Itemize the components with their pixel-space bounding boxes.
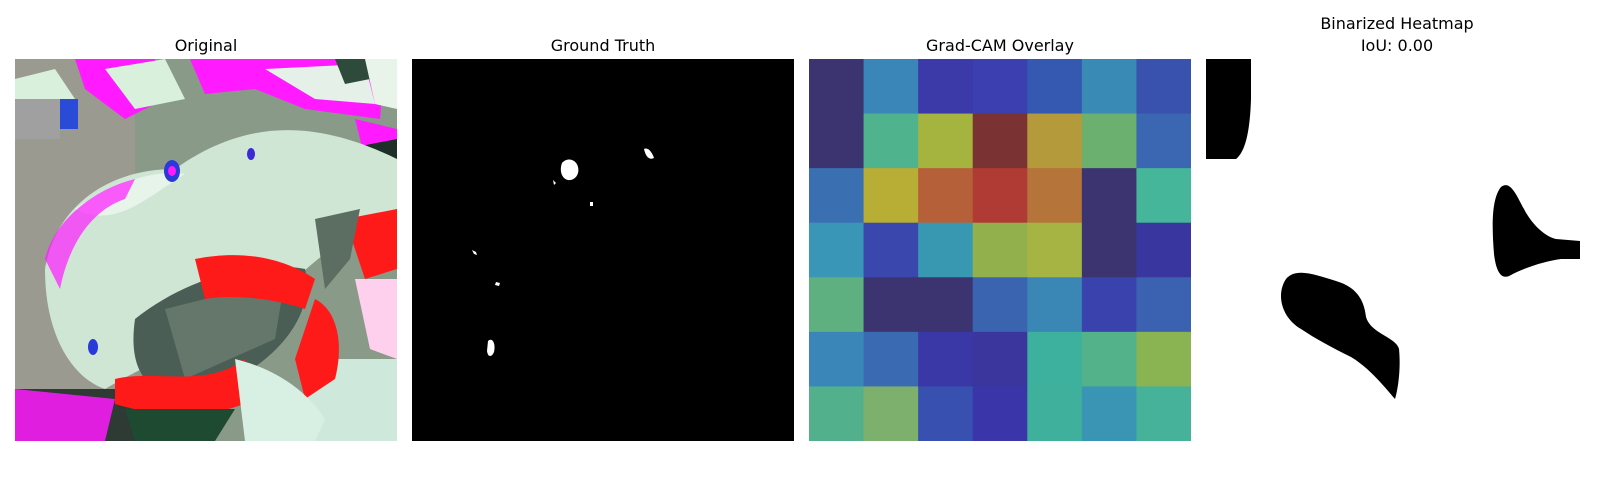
gradcam-cell — [972, 113, 1028, 169]
gt-blob — [472, 250, 477, 255]
gradcam-cell — [809, 386, 865, 441]
gradcam-cell — [809, 168, 865, 224]
gradcam-cell — [809, 222, 865, 278]
panel-binarized: Binarized Heatmap IoU: 0.00 — [1206, 0, 1588, 500]
gradcam-cell — [1027, 277, 1083, 333]
bin-region — [1492, 185, 1580, 277]
gradcam-cell — [918, 277, 974, 333]
original-title: Original — [174, 36, 238, 55]
gradcam-cell — [1081, 222, 1137, 278]
binarized-mask — [1206, 59, 1588, 441]
gradcam-cell — [972, 168, 1028, 224]
gt-blob — [495, 282, 500, 286]
gradcam-cell — [863, 59, 919, 115]
gradcam-cell — [1081, 59, 1137, 115]
ground-truth-title: Ground Truth — [550, 36, 656, 55]
bin-region — [1206, 59, 1251, 159]
gradcam-cell — [863, 222, 919, 278]
gradcam-cell — [918, 331, 974, 387]
ground-truth-svg — [412, 59, 794, 441]
gradcam-cell — [918, 386, 974, 441]
panel-gradcam: Grad-CAM Overlay — [809, 0, 1191, 500]
gradcam-cell — [863, 168, 919, 224]
gradcam-cell — [972, 331, 1028, 387]
gradcam-cell — [863, 113, 919, 169]
gradcam-cell — [863, 331, 919, 387]
gradcam-cell — [809, 331, 865, 387]
gradcam-cell — [1081, 331, 1137, 387]
gradcam-cell — [1136, 331, 1191, 387]
gradcam-cell — [1027, 59, 1083, 115]
original-image — [15, 59, 397, 441]
gt-blob — [560, 159, 579, 181]
gradcam-cell — [809, 277, 865, 333]
panel-ground-truth: Ground Truth — [412, 0, 794, 500]
gradcam-cell — [1027, 386, 1083, 441]
original-image-svg — [15, 59, 397, 441]
gradcam-cell — [1027, 331, 1083, 387]
gradcam-cell — [1081, 386, 1137, 441]
gradcam-cell — [1081, 168, 1137, 224]
gradcam-cell — [1136, 277, 1191, 333]
gradcam-cell — [918, 113, 974, 169]
gradcam-overlay — [809, 59, 1191, 441]
gradcam-cell — [972, 277, 1028, 333]
gradcam-cell — [863, 277, 919, 333]
iou-label: IoU: 0.00 — [1360, 36, 1434, 55]
gradcam-cell — [972, 222, 1028, 278]
bin-region — [1281, 272, 1400, 399]
gradcam-cell — [1027, 168, 1083, 224]
gradcam-cell — [972, 59, 1028, 115]
gt-blob — [487, 339, 495, 356]
gradcam-cell — [809, 59, 865, 115]
gt-blob — [553, 180, 556, 185]
gradcam-title: Grad-CAM Overlay — [926, 36, 1074, 55]
gradcam-cell — [863, 386, 919, 441]
gradcam-cell — [972, 386, 1028, 441]
binarized-svg — [1206, 59, 1588, 441]
ground-truth-mask — [412, 59, 794, 441]
gradcam-cell — [918, 222, 974, 278]
binarized-title: Binarized Heatmap — [1320, 14, 1474, 33]
gradcam-cell — [1136, 113, 1191, 169]
gradcam-cell — [918, 168, 974, 224]
panel-original: Original — [15, 0, 397, 500]
gradcam-grid — [809, 59, 1191, 441]
gradcam-cell — [1027, 222, 1083, 278]
gt-blob — [644, 148, 654, 159]
gradcam-cell — [1136, 59, 1191, 115]
gradcam-cell — [1136, 222, 1191, 278]
gradcam-cell — [918, 59, 974, 115]
gradcam-cell — [1136, 168, 1191, 224]
gradcam-cell — [809, 113, 865, 169]
gradcam-cell — [1136, 386, 1191, 441]
gradcam-cell — [1081, 277, 1137, 333]
gradcam-cell — [1027, 113, 1083, 169]
gt-blob — [590, 202, 593, 206]
gradcam-cell — [1081, 113, 1137, 169]
